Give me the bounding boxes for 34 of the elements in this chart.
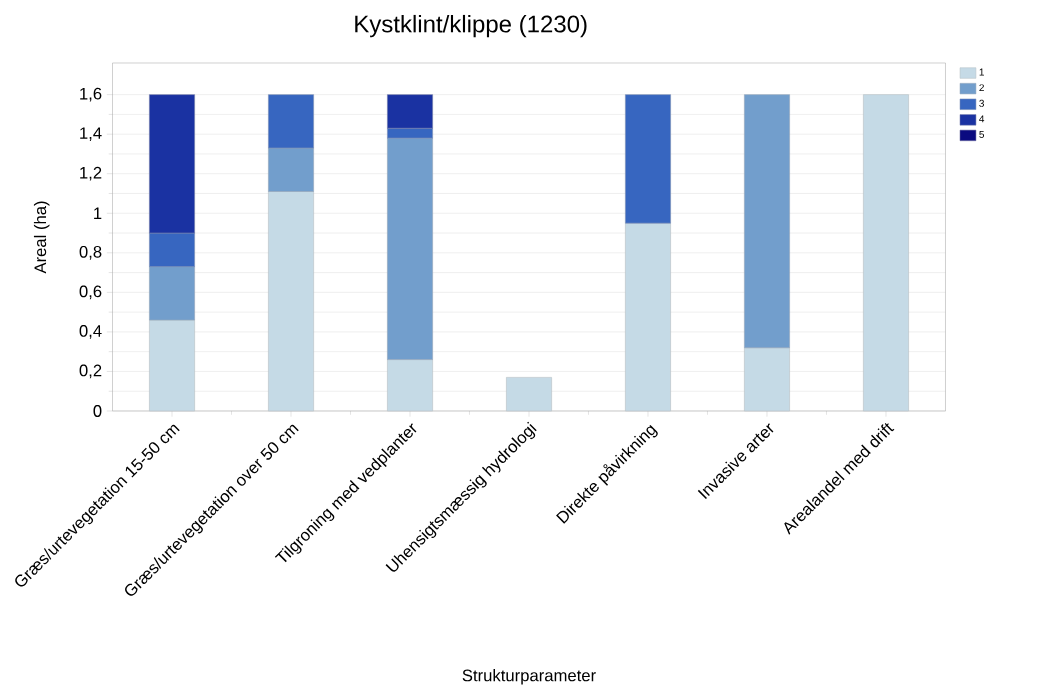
chart-title: Kystklint/klippe (1230) [355,14,587,38]
y-tick-label: 1,6 [80,87,102,102]
legend-label: 5 [979,130,985,138]
bar [268,94,314,149]
bar [387,127,433,139]
bar [268,191,314,412]
bar [506,377,552,412]
bar [625,94,671,224]
bar [387,137,433,360]
y-tick-label: 0,8 [79,245,102,260]
bar [744,94,790,349]
bar [744,347,790,412]
y-tick-label: 0,6 [79,285,102,300]
bar [268,147,314,192]
bar [863,94,909,412]
bar [387,359,433,412]
legend-label: 4 [979,115,985,123]
legend-label: 3 [979,99,984,107]
bar [387,94,433,129]
y-tick-label: 0 [93,405,102,417]
bar [149,319,195,412]
y-tick-label: 0,2 [79,364,102,379]
legend-label: 2 [979,84,984,92]
y-tick-label: 1,4 [80,127,102,141]
y-axis-title: Areal (ha) [33,201,50,274]
bar [149,94,195,234]
y-tick-label: 0,4 [79,325,102,339]
bar [625,222,671,412]
y-tick-label: 1,2 [80,166,102,181]
y-tick-label: 1 [94,207,102,219]
bar [149,232,195,267]
x-axis-title: Strukturparameter [462,669,596,685]
legend-label: 1 [979,68,984,76]
bar [149,266,195,321]
